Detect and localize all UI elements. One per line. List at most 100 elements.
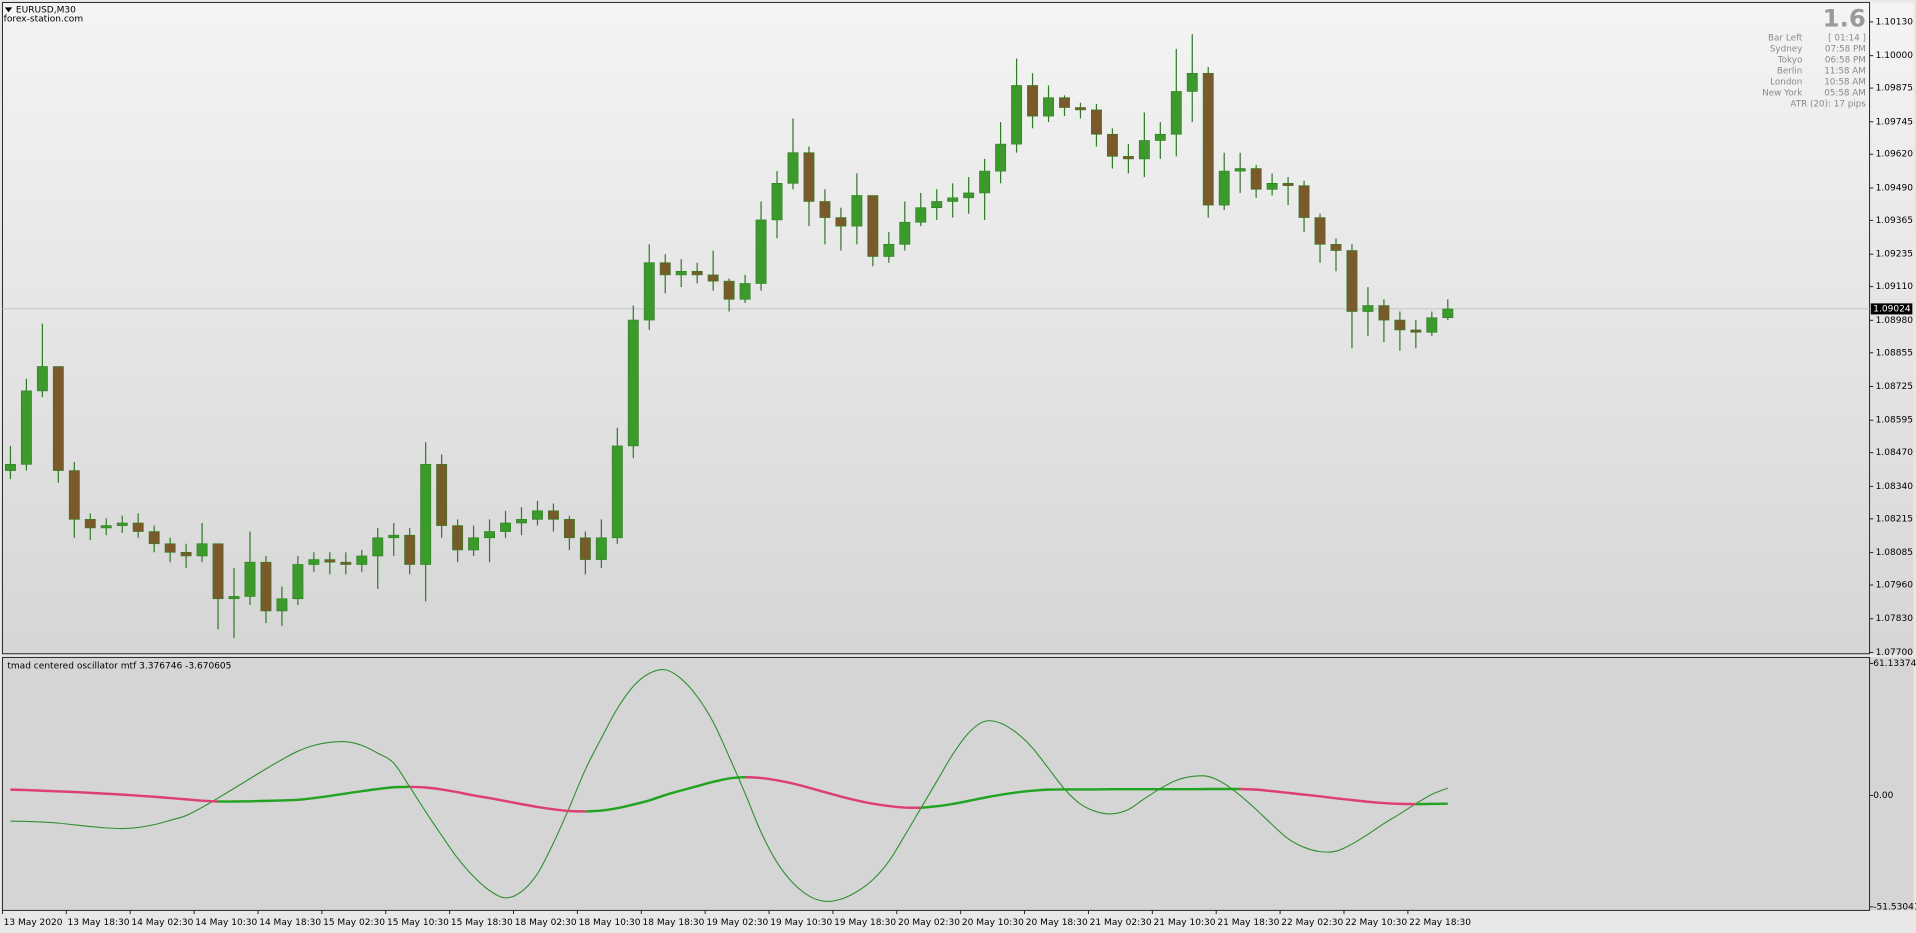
candle-body bbox=[196, 543, 208, 557]
candle-body bbox=[20, 390, 32, 465]
x-tick-label: 20 May 10:30 bbox=[962, 918, 1024, 928]
y-tick-label: 1.08595 bbox=[1876, 416, 1913, 426]
candle-body bbox=[739, 283, 751, 300]
candle-body bbox=[979, 170, 991, 194]
candle-body bbox=[867, 195, 879, 257]
info-label: Bar Left bbox=[1768, 33, 1803, 43]
candle-body bbox=[148, 531, 160, 545]
candle-body bbox=[180, 552, 192, 557]
x-tick-label: 14 May 18:30 bbox=[259, 918, 321, 928]
candle-body bbox=[1346, 250, 1358, 312]
candle-body bbox=[1250, 168, 1262, 190]
candle-body bbox=[1138, 140, 1150, 160]
candle-body bbox=[707, 274, 719, 282]
candle-body bbox=[260, 561, 272, 612]
indicator-panel-frame bbox=[1, 656, 1871, 911]
candle-body bbox=[1330, 243, 1342, 251]
y-tick-label: 1.08980 bbox=[1876, 316, 1914, 326]
candle-body bbox=[835, 217, 847, 227]
candle-body bbox=[1202, 72, 1214, 206]
candle-body bbox=[1234, 168, 1246, 172]
candle-body bbox=[420, 464, 432, 565]
candle-body bbox=[931, 201, 943, 209]
candle-body bbox=[851, 195, 863, 227]
candle-body bbox=[500, 522, 511, 532]
candle-body bbox=[771, 183, 783, 221]
candle-body bbox=[1170, 91, 1182, 135]
y-tick-label: 1.09875 bbox=[1876, 84, 1913, 94]
candle-body bbox=[1362, 305, 1374, 312]
candle-body bbox=[803, 152, 815, 202]
oscillator-line bbox=[218, 775, 1448, 813]
x-tick-label: 15 May 18:30 bbox=[451, 918, 513, 928]
candle-body bbox=[1442, 308, 1454, 319]
x-tick-label: 20 May 02:30 bbox=[898, 918, 960, 928]
candle-body bbox=[947, 197, 959, 202]
candle-body bbox=[452, 525, 464, 551]
candle-body bbox=[1106, 133, 1118, 157]
candle-body bbox=[1186, 72, 1198, 92]
info-label: New York bbox=[1762, 88, 1803, 98]
info-label: Tokyo bbox=[1777, 55, 1803, 65]
y-tick-label: 1.09110 bbox=[1876, 282, 1914, 292]
candle-body bbox=[164, 543, 176, 553]
y-tick-label: 1.07830 bbox=[1876, 614, 1914, 624]
candle-body bbox=[995, 143, 1007, 172]
candle-body bbox=[228, 596, 240, 600]
candle-body bbox=[723, 280, 735, 300]
candle-body bbox=[1314, 217, 1326, 245]
candle-body bbox=[212, 543, 224, 600]
x-tick-label: 21 May 18:30 bbox=[1217, 918, 1279, 928]
symbol-menu-arrow[interactable] bbox=[4, 7, 13, 13]
x-tick-label: 18 May 18:30 bbox=[642, 918, 704, 928]
candle-body bbox=[244, 561, 256, 597]
candle-body bbox=[1426, 317, 1438, 333]
y-tick-label: 1.08470 bbox=[1876, 448, 1914, 458]
candle-body bbox=[292, 564, 304, 600]
x-tick-label: 20 May 18:30 bbox=[1026, 918, 1088, 928]
indicator-title: tmad centered oscillator mtf 3.376746 -3… bbox=[7, 661, 231, 671]
oscillator-line bbox=[10, 775, 1416, 813]
candle-body bbox=[1394, 319, 1406, 331]
info-label: London bbox=[1770, 77, 1802, 87]
x-tick-label: 15 May 10:30 bbox=[387, 918, 449, 928]
info-value: 07:58 PM bbox=[1825, 44, 1866, 54]
candle-body bbox=[516, 519, 527, 524]
x-tick-label: 18 May 10:30 bbox=[579, 918, 641, 928]
candle-body bbox=[100, 525, 112, 529]
plot-layer: 1.10130 1.10000 1.09875 1.09745 1.09620 1.094… bbox=[1, 17, 1916, 928]
y-tick-label: 0.00 bbox=[1873, 791, 1893, 801]
candle-body bbox=[340, 561, 352, 565]
info-value: 10:58 AM bbox=[1824, 77, 1866, 87]
candle-body bbox=[1091, 109, 1102, 135]
candle-body bbox=[1059, 97, 1070, 108]
last-price-tag bbox=[1870, 303, 1913, 315]
y-tick-label: 1.08215 bbox=[1876, 514, 1913, 524]
x-tick-label: 19 May 10:30 bbox=[770, 918, 832, 928]
y-tick-label: 1.07700 bbox=[1876, 648, 1914, 658]
y-tick-label: 1.09235 bbox=[1876, 250, 1913, 260]
y-tick-label: 1.08855 bbox=[1876, 348, 1913, 358]
candle-body bbox=[595, 537, 607, 560]
candle-body bbox=[132, 522, 144, 532]
atr-label: ATR (20): 17 pips bbox=[1790, 99, 1866, 109]
candle-body bbox=[36, 366, 48, 392]
price-panel-background bbox=[2, 2, 1914, 654]
info-value: [ 01:14 ] bbox=[1828, 33, 1866, 43]
candle-body bbox=[1027, 85, 1038, 117]
source-label: forex-station.com bbox=[4, 14, 84, 24]
candle-body bbox=[1378, 305, 1390, 321]
x-tick-label: 14 May 02:30 bbox=[131, 918, 193, 928]
y-tick-label: 1.10000 bbox=[1876, 51, 1914, 61]
x-tick-label: 22 May 18:30 bbox=[1409, 918, 1471, 928]
info-value: 11:58 AM bbox=[1824, 66, 1866, 76]
candle-body bbox=[356, 555, 368, 565]
candle-body bbox=[388, 534, 400, 539]
candle-body bbox=[883, 243, 895, 257]
info-label: Berlin bbox=[1777, 66, 1802, 76]
candle-body bbox=[1122, 156, 1134, 160]
y-tick-label: 1.08340 bbox=[1876, 482, 1914, 492]
candle-body bbox=[436, 464, 448, 526]
x-tick-label: 14 May 10:30 bbox=[195, 918, 257, 928]
